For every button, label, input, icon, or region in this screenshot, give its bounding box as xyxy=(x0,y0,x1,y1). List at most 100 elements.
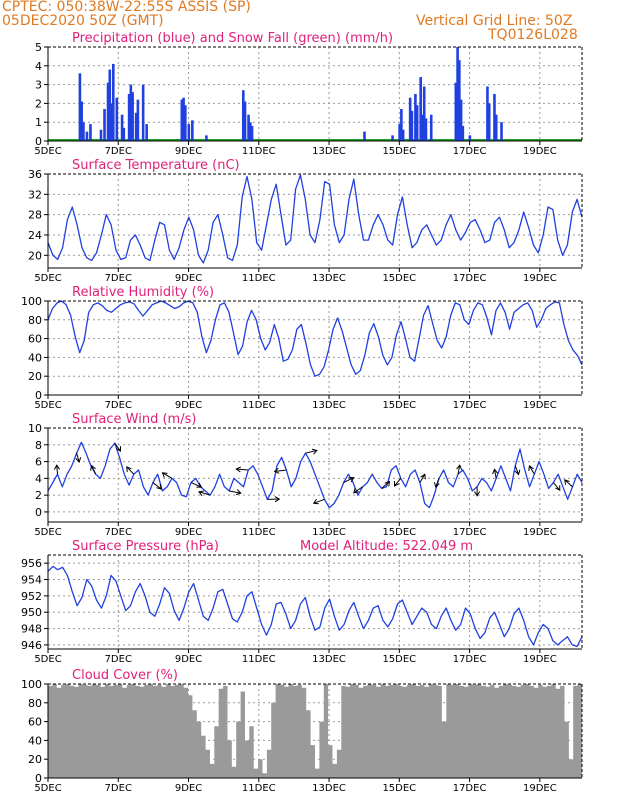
wind-xtick-label: 19DEC xyxy=(523,527,557,538)
precip-bar xyxy=(103,109,106,141)
pressure-xtick-label: 9DEC xyxy=(175,654,202,665)
grid-line-note: Vertical Grid Line: 50Z xyxy=(416,13,573,29)
wind-arrow xyxy=(126,466,135,475)
wind-arrow-head xyxy=(274,496,281,503)
pressure-ytick-label: 948 xyxy=(21,623,42,636)
pressure-xtick-label: 5DEC xyxy=(34,654,61,665)
wind-arrow-head xyxy=(312,498,319,505)
precip-bar xyxy=(122,127,126,141)
wind-arrow-head xyxy=(348,476,355,483)
pressure-title: Surface Pressure (hPa) xyxy=(72,539,219,554)
precip-xtick-label: 5DEC xyxy=(34,146,61,157)
precip-bar xyxy=(205,135,208,141)
temp-ytick-label: 20 xyxy=(28,249,42,262)
wind-arrow xyxy=(529,465,535,475)
precip-bar xyxy=(141,84,145,141)
precip-bar xyxy=(454,82,458,141)
pressure-ytick-label: 956 xyxy=(21,557,42,570)
wind-arrow-head xyxy=(115,446,122,452)
temp-line xyxy=(47,174,583,264)
precip-bar xyxy=(494,114,498,141)
precip-bar xyxy=(458,60,461,141)
precip-bar xyxy=(247,114,250,141)
pressure-ytick-label: 952 xyxy=(21,590,42,603)
temp-title: Surface Temperature (nC) xyxy=(72,158,240,173)
cloud-xtick-label: 17DEC xyxy=(453,783,487,794)
rh-ytick-label: 0 xyxy=(35,389,42,402)
wind-xtick-label: 7DEC xyxy=(105,527,132,538)
precip-bar xyxy=(187,124,191,141)
wind-ytick-label: 6 xyxy=(35,456,42,469)
wind-arrow xyxy=(514,465,520,475)
temp-xtick-label: 15DEC xyxy=(382,273,416,284)
precip-ytick-label: 5 xyxy=(35,41,42,54)
wind-arrow-head xyxy=(555,485,561,492)
wind-arrow-head xyxy=(235,466,242,473)
precip-bar xyxy=(459,99,463,141)
precip-bar xyxy=(145,124,148,141)
cloud-ytick-label: 20 xyxy=(28,753,42,766)
rh-xtick-label: 11DEC xyxy=(242,400,276,411)
precip-bar xyxy=(398,124,401,141)
precip-bar xyxy=(136,99,140,141)
wind-arrow xyxy=(564,479,573,488)
precip-bar xyxy=(429,114,433,141)
precip-title: Precipitation (blue) and Snow Fall (gree… xyxy=(72,31,393,46)
cloud-ytick-label: 100 xyxy=(21,678,42,691)
wind-arrow-head xyxy=(420,473,426,480)
wind-arrow-head xyxy=(492,468,499,475)
precip-bar xyxy=(131,92,134,141)
cloud-xtick-label: 9DEC xyxy=(175,783,202,794)
rh-xtick-label: 5DEC xyxy=(34,400,61,411)
pressure-ytick-label: 950 xyxy=(21,606,42,619)
cloud-ytick-label: 60 xyxy=(28,716,42,729)
rh-title: Relative Humidity (%) xyxy=(72,285,214,300)
wind-arrow-head xyxy=(514,469,521,476)
precip-bar xyxy=(115,97,119,141)
wind-xtick-label: 9DEC xyxy=(175,527,202,538)
precip-bar xyxy=(89,124,92,141)
temp-xtick-label: 13DEC xyxy=(312,273,346,284)
cloud-ytick-label: 80 xyxy=(28,697,42,710)
precip-bar xyxy=(456,47,459,141)
precip-xtick-label: 9DEC xyxy=(175,146,202,157)
precip-bar xyxy=(493,94,496,141)
precip-bar xyxy=(249,122,252,141)
precip-bar xyxy=(191,120,194,141)
rh-ytick-label: 100 xyxy=(21,295,42,308)
precip-bar xyxy=(241,90,245,141)
wind-arrow-head xyxy=(196,482,203,488)
precip-bar xyxy=(184,105,187,141)
wind-ytick-label: 8 xyxy=(35,439,42,452)
wind-line xyxy=(47,441,583,509)
precip-bar xyxy=(110,103,113,141)
rh-ytick-label: 20 xyxy=(28,370,42,383)
precip-bar xyxy=(250,125,254,141)
precip-bar xyxy=(85,131,89,141)
precip-bar xyxy=(410,110,414,141)
wind-arrow xyxy=(394,478,402,487)
wind-ytick-label: 10 xyxy=(28,422,42,435)
wind-arrow xyxy=(152,482,162,490)
wind-arrow xyxy=(305,449,317,454)
precip-bar xyxy=(363,131,366,141)
precip-bar xyxy=(468,135,472,141)
precip-bar xyxy=(414,94,417,141)
precip-bar xyxy=(461,125,465,141)
pressure-xtick-label: 7DEC xyxy=(105,654,132,665)
wind-arrow xyxy=(553,482,561,491)
precip-bar xyxy=(78,73,82,141)
wind-arrow-head xyxy=(353,487,359,494)
wind-arrow xyxy=(457,465,461,475)
wind-arrow xyxy=(494,469,497,479)
wind-arrow xyxy=(435,478,440,488)
cloud-ytick-label: 0 xyxy=(35,772,42,785)
cloud-xtick-label: 5DEC xyxy=(34,783,61,794)
wind-arrow-head xyxy=(90,464,96,471)
pressure-line xyxy=(47,565,583,648)
precip-ytick-label: 3 xyxy=(35,79,42,92)
wind-arrow-head xyxy=(528,465,534,471)
cloud-xtick-label: 11DEC xyxy=(242,783,276,794)
temp-ytick-label: 32 xyxy=(28,188,42,201)
